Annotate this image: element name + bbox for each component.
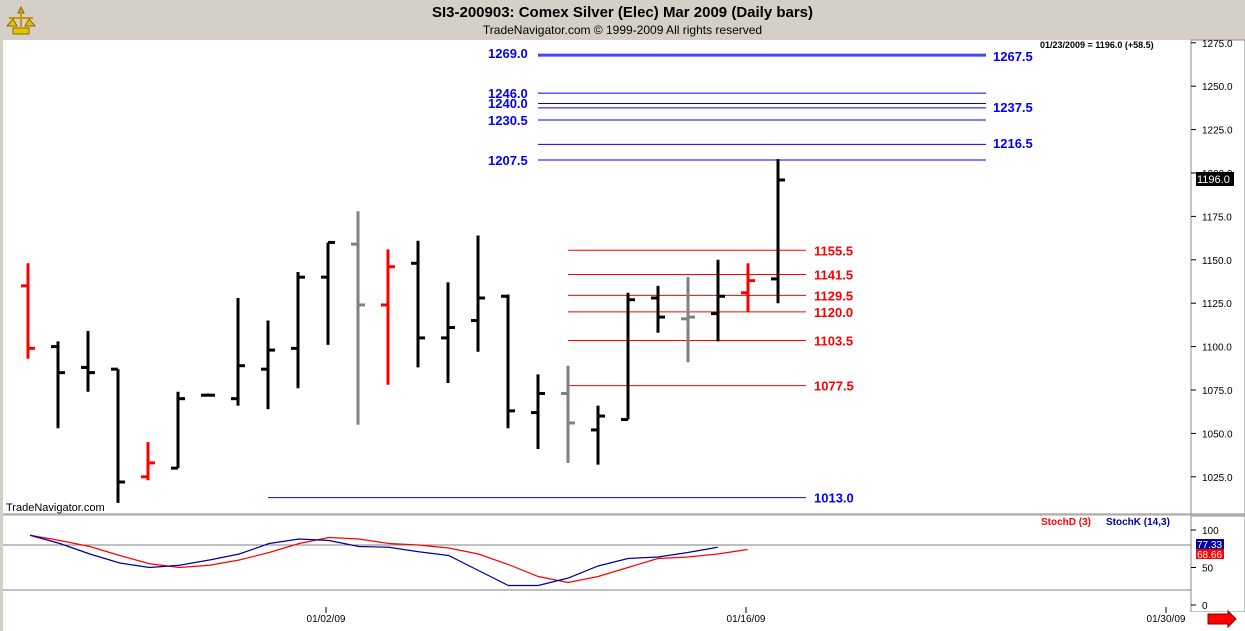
stoch-panel (3, 516, 1191, 612)
ohlc-bar (141, 442, 155, 481)
price-tag: 1196.0 (1197, 174, 1230, 186)
ohlc-bar (21, 263, 35, 359)
price-tag-box (1196, 172, 1234, 186)
last-quote: 01/23/2009 = 1196.0 (+58.5) (1040, 40, 1154, 50)
ohlc-bar (741, 263, 755, 312)
ohlc-bar (321, 240, 335, 345)
price-tick-label: 1250.0 (1202, 82, 1233, 93)
chart-title: SI3-200903: Comex Silver (Elec) Mar 2009… (431, 4, 814, 21)
ohlc-bar (81, 330, 95, 392)
date-tick-label: 01/02/09 (307, 614, 346, 625)
support-level-label: 1013.0 (814, 491, 854, 506)
ohlc-bar (351, 211, 365, 425)
ohlc-bar (441, 282, 455, 384)
red-level-label: 1155.5 (814, 243, 853, 258)
stochk-badge-box (1196, 539, 1224, 549)
ohlc-bar (651, 285, 665, 333)
ohlc-bar (411, 240, 425, 368)
price-tick-label: 1150.0 (1202, 256, 1232, 267)
trade-navigator-logo[interactable] (4, 4, 38, 38)
price-tick-label: 1225.0 (1202, 126, 1233, 137)
red-level-label: 1129.5 (814, 288, 853, 303)
watermark: TradeNavigator.com (6, 502, 105, 514)
ohlc-bar (291, 271, 305, 389)
resistance-level-label: 1246.0 (488, 86, 528, 101)
red-level-label: 1103.5 (814, 334, 853, 349)
stoch-tick-label: 0 (1202, 601, 1208, 612)
stoch-axis (1190, 515, 1245, 613)
copyright-notice: TradeNavigator.com © 1999-2009 All right… (482, 23, 763, 37)
ohlc-bar (171, 391, 185, 470)
ohlc-bar (261, 320, 275, 410)
ohlc-bar (771, 159, 785, 304)
stochk-line (29, 534, 718, 587)
stochd-badge-box (1196, 549, 1224, 559)
price-tick-label: 1075.0 (1202, 386, 1233, 397)
resistance-level-label: 1230.5 (488, 113, 528, 128)
price-tick-label: 1100.0 (1202, 343, 1232, 354)
ohlc-bar (231, 297, 245, 406)
ohlc-bar (621, 292, 635, 422)
ohlc-bar (531, 374, 545, 450)
price-tick-label: 1175.0 (1202, 212, 1232, 223)
stochd-line (29, 534, 748, 584)
resistance-level-label: 1240.0 (488, 96, 528, 111)
red-level-label: 1077.5 (814, 379, 854, 394)
red-level-label: 1120.0 (814, 305, 853, 320)
ohlc-bar (201, 393, 215, 397)
ohlc-bar (681, 277, 695, 363)
ohlc-bar (111, 367, 125, 503)
resistance-level-label: 1207.5 (488, 153, 528, 168)
date-tick-label: 01/16/09 (727, 614, 766, 625)
price-tick-label: 1275.0 (1202, 39, 1233, 50)
price-tick-label: 1025.0 (1202, 473, 1233, 484)
red-level-label: 1141.5 (814, 268, 853, 283)
resistance-level-label: 1237.5 (993, 100, 1033, 115)
price-axis (1190, 39, 1245, 515)
stoch-tick-label: 50 (1202, 564, 1214, 575)
ohlc-bar (471, 235, 485, 352)
price-tick-label: 1050.0 (1202, 429, 1233, 440)
scroll-right-arrow-icon[interactable] (1207, 609, 1237, 629)
date-axis (3, 612, 1245, 631)
price-tick-label: 1125.0 (1202, 299, 1232, 310)
ohlc-bar (591, 405, 605, 465)
legend-stochd: StochD (3) (1041, 517, 1091, 528)
ohlc-bar (51, 341, 65, 429)
legend-stochk: StochK (14,3) (1106, 517, 1170, 528)
date-tick-label: 01/30/09 (1147, 614, 1186, 625)
resistance-level-label: 1216.5 (993, 136, 1033, 151)
ohlc-bar (561, 365, 575, 463)
resistance-level-label: 1269.0 (488, 46, 528, 61)
ohlc-bar (501, 294, 515, 429)
ohlc-bar (711, 259, 725, 342)
ohlc-bar (381, 249, 395, 385)
stoch-tick-label: 100 (1202, 526, 1219, 537)
stochd-badge: 68.66 (1197, 550, 1222, 561)
stochk-badge: 77.33 (1197, 540, 1222, 551)
resistance-level-label: 1267.5 (993, 49, 1033, 64)
